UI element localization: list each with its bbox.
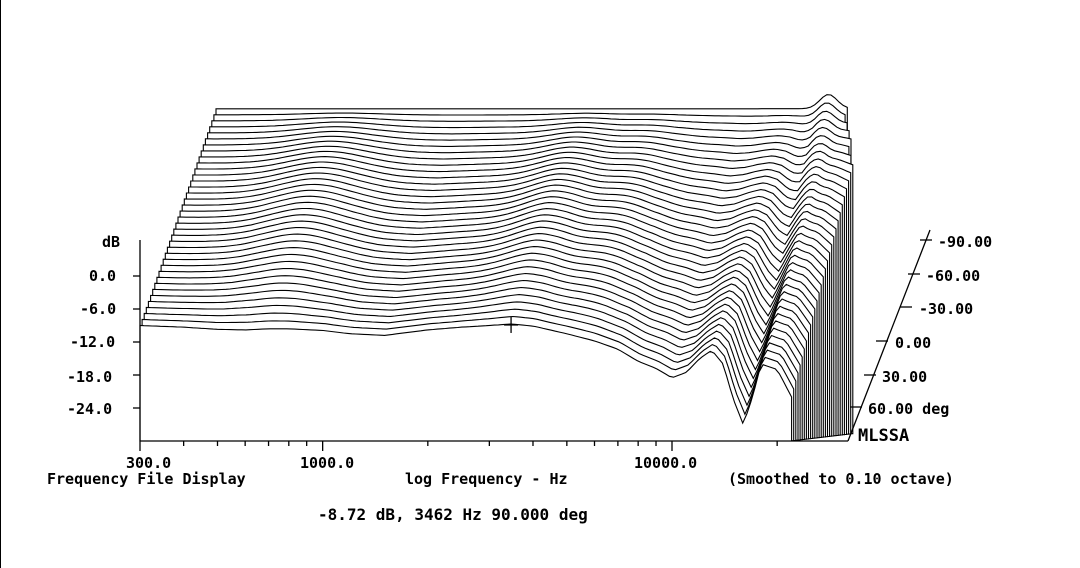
smoothing-note: (Smoothed to 0.10 octave)	[728, 470, 954, 488]
cursor-crosshair[interactable]	[504, 316, 519, 333]
x-tick-label: 1000.0	[300, 454, 355, 472]
y-axis-title: dB	[102, 233, 121, 251]
cursor-readout: -8.72 dB, 3462 Hz 90.000 deg	[318, 505, 588, 524]
x-tick-label: 300.0	[126, 454, 172, 472]
y-tick-label: -6.0	[80, 300, 117, 318]
z-tick-label: -90.00	[938, 233, 993, 251]
x-axis-title: log Frequency - Hz	[405, 470, 568, 488]
y-tick-label: -24.0	[67, 400, 113, 418]
series-curve-90	[139, 323, 793, 442]
waterfall-curves	[139, 94, 854, 442]
y-tick-label: -18.0	[67, 368, 113, 386]
brand-label: MLSSA	[858, 426, 910, 446]
window-border	[0, 0, 1, 568]
z-tick-label: -30.00	[919, 300, 974, 318]
y-tick-label: -12.0	[70, 333, 116, 351]
z-tick-label: 0.00	[895, 334, 932, 352]
chart-title: Frequency File Display	[47, 470, 246, 488]
z-axis	[847, 229, 931, 442]
x-tick-label: 10000.0	[634, 454, 698, 472]
y-tick-label: 0.0	[89, 267, 117, 285]
axes	[133, 229, 932, 451]
z-tick-label: 30.00	[882, 368, 928, 386]
z-tick-label: 60.00 deg	[868, 400, 950, 418]
z-tick-label: -60.00	[926, 267, 981, 285]
